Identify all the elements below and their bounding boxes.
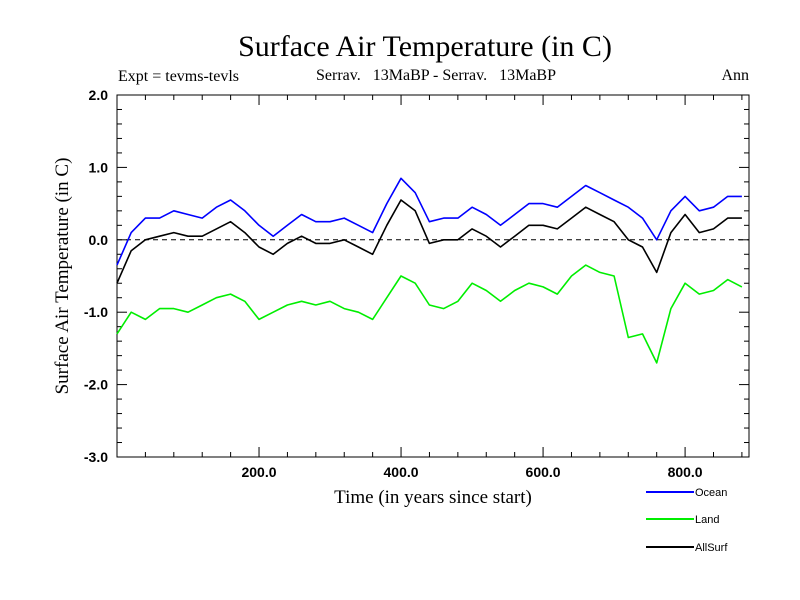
legend-label-allsurf: AllSurf: [695, 542, 728, 554]
y-tick-labels: -3.0 -2.0 -1.0 0.0 1.0 2.0: [84, 87, 108, 465]
series-line-land: [116, 264, 743, 364]
subtitle-center: Serrav. 13MaBP - Serrav. 13MaBP: [316, 67, 556, 84]
y-axis-label: Surface Air Temperature (in C): [52, 158, 73, 395]
y-tick-label: -2.0: [84, 377, 108, 393]
series-lines: [116, 177, 743, 364]
series-line-ocean: [116, 177, 742, 266]
x-tick-label: 200.0: [241, 464, 276, 480]
legend: Ocean Land AllSurf: [646, 487, 728, 554]
legend-label-ocean: Ocean: [695, 487, 727, 499]
axis-ticks: [116, 94, 749, 458]
y-tick-label: 1.0: [89, 159, 109, 175]
y-tick-label: 2.0: [89, 87, 109, 103]
chart-title: Surface Air Temperature (in C): [238, 30, 612, 63]
y-tick-label: -3.0: [84, 449, 108, 465]
x-tick-label: 400.0: [384, 464, 419, 480]
subtitle-left: Expt = tevms-tevls: [118, 68, 239, 85]
x-tick-labels: 200.0 400.0 600.0 800.0: [241, 464, 702, 480]
x-tick-label: 800.0: [668, 464, 703, 480]
y-tick-label: -1.0: [84, 304, 108, 320]
legend-label-land: Land: [695, 514, 719, 526]
x-axis-label: Time (in years since start): [334, 487, 532, 508]
plot-frame: [116, 94, 750, 458]
y-tick-label: 0.0: [89, 232, 109, 248]
series-line-allsurf: [116, 199, 742, 284]
subtitle-right: Ann: [721, 67, 749, 84]
x-tick-label: 600.0: [526, 464, 561, 480]
